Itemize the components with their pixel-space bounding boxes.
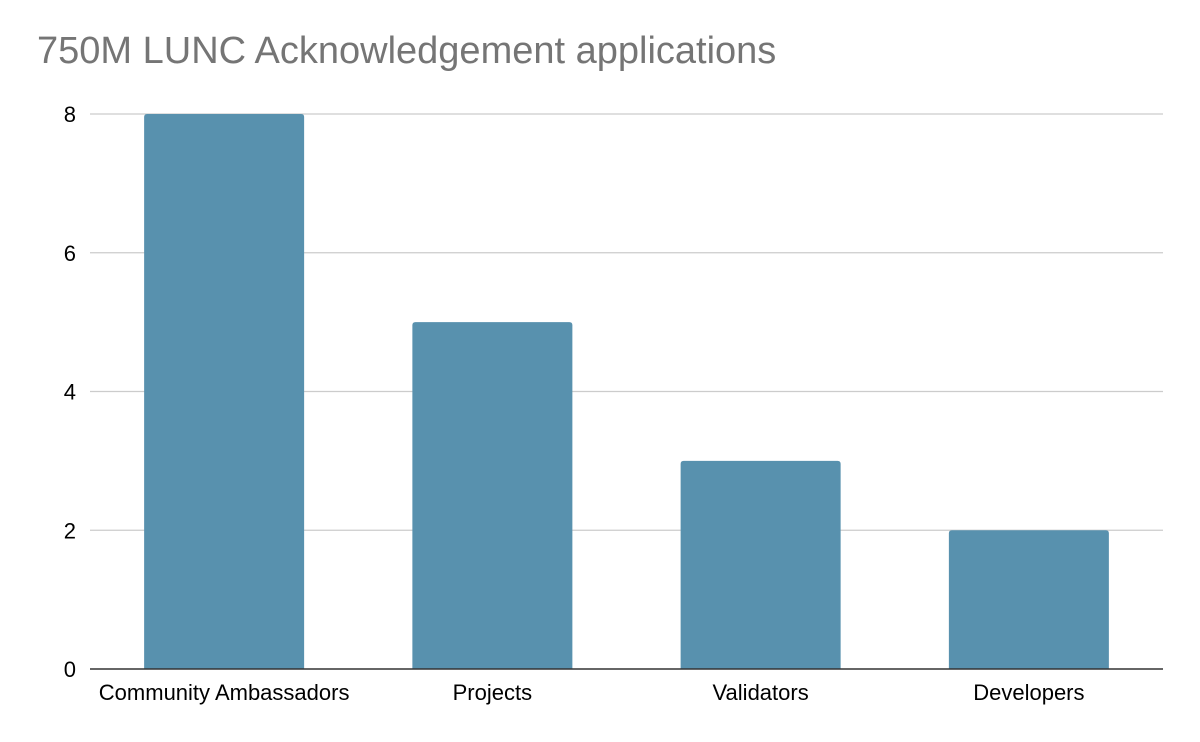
y-tick-label: 2	[64, 518, 76, 543]
chart-title: 750M LUNC Acknowledgement applications	[37, 30, 777, 72]
x-tick-label: Developers	[973, 680, 1084, 705]
x-tick-label: Validators	[713, 680, 809, 705]
bar	[680, 460, 841, 669]
bar	[412, 322, 573, 669]
x-tick-label: Community Ambassadors	[99, 680, 350, 705]
y-tick-label: 0	[64, 657, 76, 682]
y-tick-label: 8	[64, 102, 76, 127]
y-tick-labels: 0 2 4 6 8	[64, 102, 76, 682]
x-tick-label: Projects	[453, 680, 532, 705]
y-tick-label: 6	[64, 241, 76, 266]
x-tick-labels: Community Ambassadors Projects Validators D…	[99, 680, 1085, 705]
bar	[948, 530, 1109, 669]
y-tick-label: 4	[64, 380, 76, 405]
bar	[144, 114, 305, 669]
bars	[144, 114, 1109, 669]
